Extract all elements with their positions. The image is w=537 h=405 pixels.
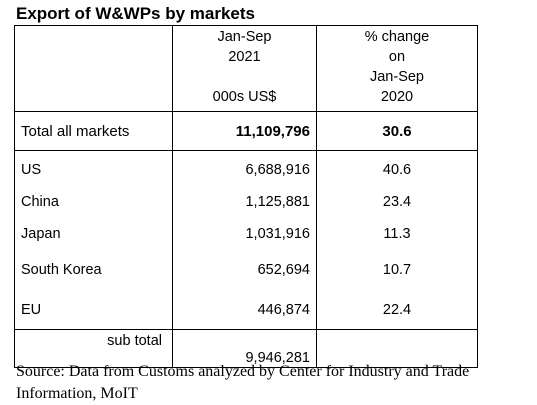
subtotal-change: [316, 329, 478, 368]
table-row: South Korea 652,694 10.7: [14, 249, 478, 291]
table-title: Export of W&WPs by markets: [16, 4, 255, 23]
header-market-cell: [14, 25, 173, 112]
total-label: Total all markets: [14, 111, 173, 151]
market-change: 23.4: [316, 185, 478, 219]
market-change: 40.6: [316, 150, 478, 185]
subtotal-label: sub total: [14, 329, 173, 368]
market-change: 22.4: [316, 291, 478, 330]
market-change: 11.3: [316, 219, 478, 249]
total-change: 30.6: [316, 111, 478, 151]
market-value: 6,688,916: [172, 150, 317, 185]
header-change-line1: % change: [364, 29, 430, 45]
header-change-line4: 2020: [380, 89, 414, 105]
market-name: EU: [14, 291, 173, 330]
table-row: US 6,688,916 40.6: [14, 150, 478, 185]
header-unit: 000s US$: [212, 89, 277, 105]
header-change-line3: Jan-Sep: [369, 69, 424, 85]
market-value: 1,031,916: [172, 219, 317, 249]
exports-table: Jan-Sep 2021 000s US$ % change on Jan-Se…: [14, 25, 478, 368]
subtotal-value: 9,946,281: [172, 329, 317, 368]
header-year: 2021: [228, 49, 261, 65]
market-name: China: [14, 185, 173, 219]
market-name: South Korea: [14, 249, 173, 291]
table-row: EU 446,874 22.4: [14, 291, 478, 330]
total-row: Total all markets 11,109,796 30.6: [14, 111, 478, 151]
source-note: Source: Data from Customs analyzed by Ce…: [16, 363, 470, 402]
header-period: Jan-Sep: [217, 29, 272, 45]
market-name: Japan: [14, 219, 173, 249]
table-row: China 1,125,881 23.4: [14, 185, 478, 219]
subtotal-row: sub total 9,946,281: [14, 329, 478, 368]
total-value: 11,109,796: [172, 111, 317, 151]
header-change-cell: % change on Jan-Sep 2020: [316, 25, 478, 112]
market-name: US: [14, 150, 173, 185]
header-row: Jan-Sep 2021 000s US$ % change on Jan-Se…: [14, 25, 478, 112]
table-row: Japan 1,031,916 11.3: [14, 219, 478, 249]
header-value-cell: Jan-Sep 2021 000s US$: [172, 25, 317, 112]
market-change: 10.7: [316, 249, 478, 291]
header-change-line2: on: [388, 49, 406, 65]
market-value: 652,694: [172, 249, 317, 291]
market-value: 1,125,881: [172, 185, 317, 219]
market-value: 446,874: [172, 291, 317, 330]
